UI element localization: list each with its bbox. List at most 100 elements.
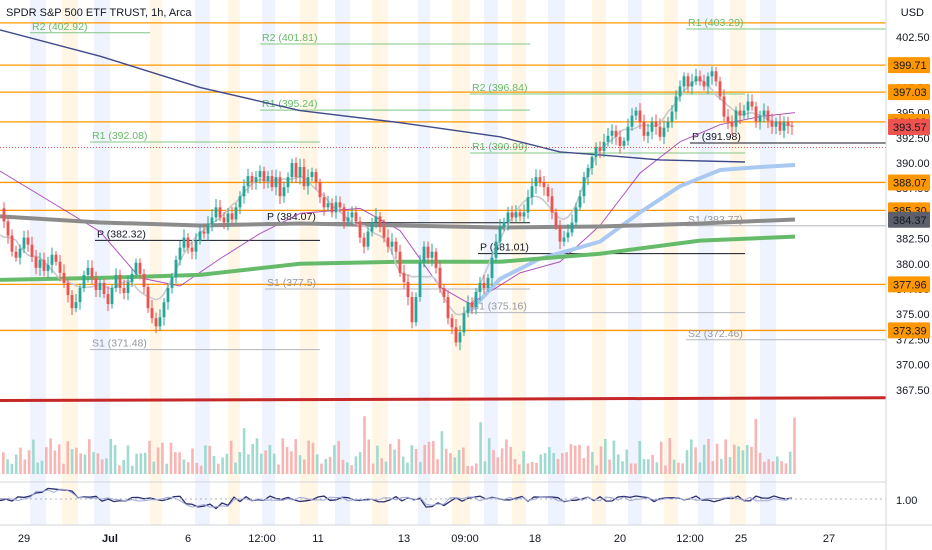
time-tick-label: 20 <box>614 533 626 545</box>
price-label-bg <box>888 276 930 293</box>
pivot-label: R1 (390.99) <box>472 141 527 153</box>
time-axis[interactable]: 29 Jul 6 12:00 11 13 09:00 18 20 12:00 25 27 <box>18 533 835 545</box>
volume-bar <box>311 442 315 474</box>
volume-bar <box>655 462 659 474</box>
volume-bar <box>363 416 366 474</box>
candle-body <box>42 259 46 271</box>
session-stripe <box>512 0 526 525</box>
volume-bar <box>135 453 138 474</box>
candle-body <box>6 221 10 236</box>
volume-bar <box>238 452 242 474</box>
volume-bar <box>341 459 345 474</box>
volume-bar <box>126 445 130 474</box>
volume-bar <box>75 447 78 474</box>
candle-body <box>410 297 414 323</box>
candle-body <box>518 212 522 217</box>
candle-body <box>114 274 118 288</box>
candle-body <box>246 176 250 187</box>
volume-bar <box>475 463 478 474</box>
candle-body <box>354 212 358 222</box>
volume-bar <box>169 442 173 474</box>
price-label-bg <box>888 322 930 339</box>
volume-bar <box>642 459 646 474</box>
candle-body <box>498 226 502 242</box>
volume-bar <box>427 441 431 474</box>
candle-body <box>646 131 650 136</box>
volume-bar <box>281 438 285 474</box>
candle-body <box>598 146 602 151</box>
pivot-label: P (384.07) <box>267 211 316 223</box>
session-stripe <box>760 0 776 525</box>
volume-bar <box>784 463 788 474</box>
candle-body <box>162 302 166 318</box>
volume-bar <box>406 462 409 474</box>
candle-body <box>602 141 606 151</box>
volume-bar <box>380 458 383 474</box>
price-tick-label: 375.00 <box>896 309 930 321</box>
price-tick-label: 382.50 <box>896 234 930 246</box>
volume-bar <box>2 452 5 474</box>
candle-body <box>74 302 78 309</box>
volume-bar <box>272 453 276 474</box>
volume-bar <box>453 457 457 474</box>
volume-bar <box>548 447 551 474</box>
price-label-bg <box>888 174 930 191</box>
candle-body <box>302 167 306 187</box>
price-tick-label: 402.50 <box>896 32 930 44</box>
candle-body <box>154 318 158 327</box>
volume-bar <box>401 456 405 474</box>
session-stripe <box>698 0 714 525</box>
volume-bar <box>733 444 736 474</box>
volume-bar <box>500 448 504 474</box>
volume-bar <box>27 450 31 474</box>
price-tick-label: 367.50 <box>896 385 930 397</box>
volume-bar <box>526 463 530 474</box>
volume-bar <box>707 438 710 474</box>
price-label: 377.96 <box>893 279 927 291</box>
candle-body <box>266 176 270 182</box>
candle-body <box>62 272 66 283</box>
currency-label: USD <box>900 7 924 19</box>
candle-body <box>722 96 726 117</box>
candle-body <box>538 177 542 183</box>
volume-bar <box>771 461 775 474</box>
candle-body <box>778 121 782 131</box>
pivot-levels: R2 (402.92) R2 (401.81) R1 (403.29) R2 (396… <box>30 17 886 351</box>
volume-bar <box>393 449 396 474</box>
candle-body <box>194 240 198 252</box>
candle-body <box>426 246 430 258</box>
candle-body <box>642 121 646 136</box>
volume-bar <box>569 444 573 474</box>
candle-body <box>790 125 794 127</box>
candle-body <box>430 251 434 258</box>
volume-bar <box>440 431 444 474</box>
volume-bar <box>333 445 336 474</box>
candle-body <box>666 121 670 128</box>
candle-body <box>314 172 318 183</box>
candle-body <box>118 274 122 288</box>
volume-bar <box>49 438 52 474</box>
time-tick-label: 18 <box>529 533 541 545</box>
candle-body <box>106 294 110 305</box>
candle-body <box>590 156 594 169</box>
volume-bar <box>105 458 108 474</box>
price-label: 373.39 <box>893 325 927 337</box>
candle-body <box>230 213 234 220</box>
candle-body <box>306 177 310 187</box>
candle-body <box>626 126 630 141</box>
volume-bar <box>23 459 27 474</box>
candle-body <box>562 237 566 242</box>
volume-bar <box>539 454 543 474</box>
candle-body <box>130 273 134 282</box>
candle-body <box>18 248 22 258</box>
volume-bar <box>449 453 452 474</box>
candle-body <box>358 221 362 238</box>
volume-bar <box>19 447 22 474</box>
candle-body <box>742 110 746 116</box>
candle-body <box>186 237 190 248</box>
volume-bar <box>414 448 418 474</box>
candle-body <box>346 217 350 222</box>
candle-body <box>66 282 70 296</box>
volume-bar <box>694 447 697 474</box>
